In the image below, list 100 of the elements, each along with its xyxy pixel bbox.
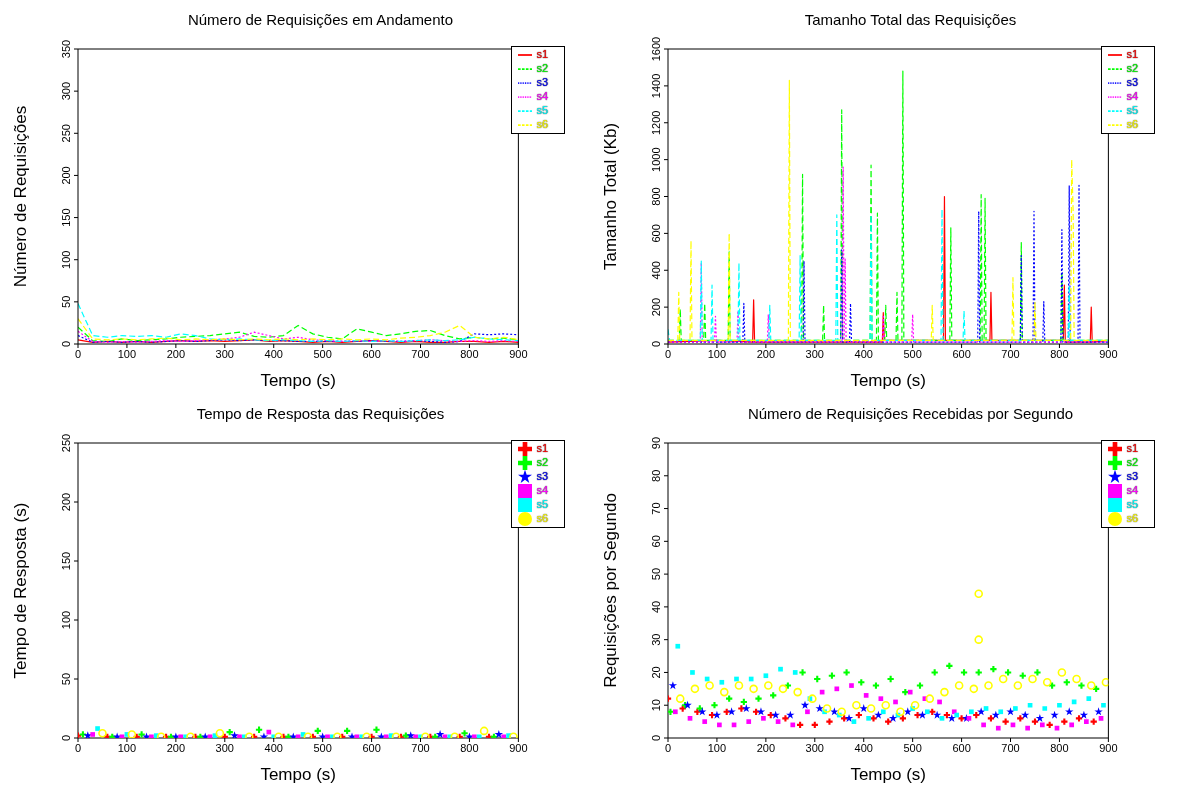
point bbox=[975, 669, 982, 676]
point bbox=[937, 699, 942, 705]
legend-label: s1 bbox=[1126, 441, 1138, 454]
point bbox=[1063, 679, 1070, 686]
point bbox=[902, 688, 909, 696]
point bbox=[1046, 721, 1053, 729]
legend-label: s2 bbox=[536, 61, 548, 74]
point bbox=[828, 672, 836, 679]
point bbox=[727, 707, 736, 716]
x-tick-label: 200 bbox=[166, 741, 186, 754]
y-tick-label: 800 bbox=[650, 187, 662, 206]
point bbox=[711, 702, 718, 709]
x-tick-label: 800 bbox=[460, 741, 479, 754]
chart-title: Tempo de Resposta das Requisições bbox=[195, 404, 446, 424]
y-tick-label: 0 bbox=[60, 340, 72, 348]
x-tick-label: 100 bbox=[117, 741, 137, 754]
legend-label: s5 bbox=[1126, 103, 1138, 116]
point bbox=[815, 704, 824, 713]
x-tick-label: 500 bbox=[313, 347, 332, 360]
y-tick-label: 400 bbox=[650, 261, 662, 280]
chart-title: Tamanho Total das Requisições bbox=[803, 10, 1018, 30]
point bbox=[764, 681, 773, 690]
legend-label: s5 bbox=[536, 103, 548, 116]
point bbox=[918, 710, 927, 719]
point bbox=[922, 696, 928, 702]
x-tick-label: 900 bbox=[509, 741, 528, 754]
point bbox=[834, 686, 840, 692]
point bbox=[822, 709, 827, 715]
point bbox=[859, 704, 868, 713]
y-axis-title: Tempo de Resposta (s) bbox=[11, 502, 31, 679]
y-axis-title: Número de Requisições bbox=[11, 105, 31, 288]
x-tick-label: 100 bbox=[707, 347, 727, 360]
point bbox=[872, 682, 880, 689]
legend-label: s6 bbox=[536, 117, 548, 130]
x-tick-label: 0 bbox=[74, 347, 82, 360]
point bbox=[814, 675, 821, 683]
point bbox=[1086, 681, 1096, 690]
point bbox=[690, 670, 695, 675]
point bbox=[672, 709, 678, 715]
x-tick-label: 700 bbox=[411, 347, 430, 360]
point bbox=[811, 721, 818, 729]
x-tick-label: 600 bbox=[362, 741, 381, 754]
point bbox=[998, 709, 1004, 715]
point bbox=[1072, 674, 1081, 684]
point bbox=[805, 709, 810, 715]
point bbox=[1098, 715, 1104, 721]
x-tick-label: 500 bbox=[313, 741, 332, 754]
point bbox=[907, 689, 913, 695]
x-tick-label: 500 bbox=[903, 741, 922, 754]
legend-label: s1 bbox=[1126, 47, 1138, 60]
y-tick-label: 200 bbox=[60, 492, 72, 512]
point bbox=[1039, 722, 1045, 728]
point bbox=[983, 706, 989, 711]
x-tick-label: 300 bbox=[215, 741, 234, 754]
x-tick-label: 500 bbox=[903, 347, 922, 360]
point bbox=[786, 710, 795, 719]
point bbox=[932, 710, 942, 719]
point bbox=[969, 684, 979, 694]
x-tick-label: 700 bbox=[1001, 741, 1020, 754]
legend-label: s2 bbox=[536, 455, 548, 468]
x-tick-label: 800 bbox=[460, 347, 479, 360]
point bbox=[1013, 706, 1018, 711]
x-tick-label: 0 bbox=[664, 741, 672, 754]
point bbox=[914, 711, 921, 719]
point bbox=[1031, 718, 1039, 725]
x-tick-label: 300 bbox=[215, 347, 234, 360]
point bbox=[843, 669, 850, 676]
point bbox=[924, 709, 930, 715]
y-tick-label: 1400 bbox=[650, 73, 662, 99]
point bbox=[974, 589, 984, 599]
point bbox=[775, 719, 781, 724]
x-axis-title: Tempo (s) bbox=[850, 765, 926, 784]
point bbox=[771, 710, 780, 719]
point bbox=[808, 694, 817, 703]
point bbox=[800, 700, 810, 709]
y-tick-label: 200 bbox=[650, 297, 662, 317]
point bbox=[830, 707, 839, 716]
x-tick-label: 200 bbox=[756, 347, 776, 360]
point bbox=[870, 715, 877, 722]
point bbox=[974, 635, 984, 644]
point bbox=[1034, 669, 1041, 676]
x-tick-label: 800 bbox=[1050, 741, 1069, 754]
point bbox=[1054, 725, 1060, 731]
point bbox=[698, 707, 707, 716]
point bbox=[931, 669, 938, 676]
y-tick-label: 80 bbox=[650, 469, 662, 482]
x-tick-label: 400 bbox=[854, 347, 873, 360]
point bbox=[881, 700, 891, 710]
point bbox=[1101, 677, 1109, 687]
point bbox=[984, 681, 993, 690]
point bbox=[1086, 696, 1092, 702]
point bbox=[858, 679, 865, 686]
x-tick-label: 600 bbox=[362, 347, 381, 360]
y-tick-label: 1600 bbox=[650, 36, 662, 62]
point bbox=[966, 715, 972, 721]
point bbox=[1084, 719, 1089, 724]
point bbox=[990, 666, 997, 673]
point bbox=[851, 719, 857, 724]
y-tick-label: 20 bbox=[650, 666, 662, 679]
x-tick-label: 100 bbox=[117, 347, 137, 360]
